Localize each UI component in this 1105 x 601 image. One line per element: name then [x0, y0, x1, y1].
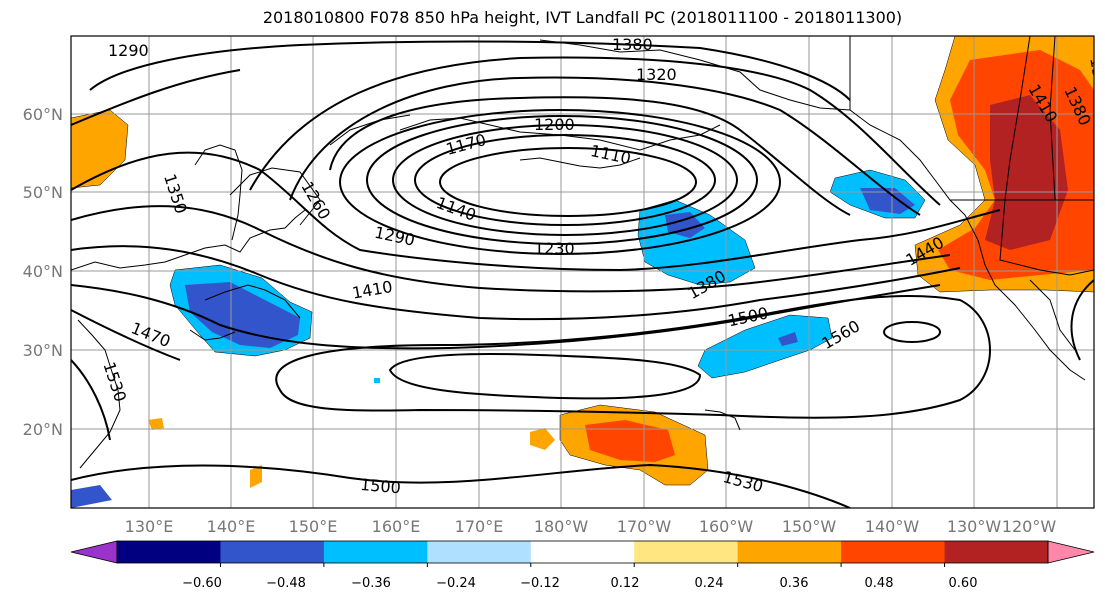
contour-label: 1290: [108, 41, 149, 60]
colorbar-tick-label: −0.36: [351, 576, 391, 591]
colorbar-tick-label: −0.48: [266, 576, 306, 591]
lon-label: 150°W: [782, 517, 837, 536]
lon-label: 130°E: [125, 517, 174, 536]
colorbar-frame: [116, 540, 1049, 564]
ivt-positive-shading: [71, 36, 1094, 488]
colorbar-segment: [117, 541, 221, 563]
map-area: 1290 1380 1320 1350 1200 1170 1110 1260 …: [71, 35, 1105, 508]
colorbar-tick-label: 0.24: [695, 576, 724, 591]
lon-label: 140°E: [207, 517, 256, 536]
lat-label: 30°N: [23, 341, 63, 360]
map-frame: [70, 35, 1095, 509]
colorbar-tick-label: 0.60: [949, 576, 978, 591]
colorbar: [70, 540, 1095, 567]
latitude-labels: 60°N 50°N 40°N 30°N 20°N: [23, 105, 63, 439]
colorbar-segment: [944, 541, 1049, 563]
lon-label: 150°E: [289, 517, 338, 536]
colorbar-tick-label: 0.36: [780, 576, 809, 591]
lat-label: 20°N: [23, 420, 63, 439]
colorbar-segment: [530, 541, 635, 563]
colorbar-tick-label: −0.60: [182, 576, 222, 591]
contour-label: 1320: [636, 65, 677, 84]
colorbar-segment: [427, 541, 532, 563]
colorbar-tick-label: −0.12: [520, 576, 560, 591]
lon-label: 170°W: [617, 517, 672, 536]
lon-label: 160°W: [699, 517, 754, 536]
lon-label: 170°E: [455, 517, 504, 536]
longitude-labels: 130°E 140°E 150°E 160°E 170°E 180°W 170°…: [125, 517, 1057, 536]
lat-label: 50°N: [23, 183, 63, 202]
lon-label: 140°W: [865, 517, 920, 536]
gridlines: [71, 36, 1094, 508]
lat-label: 60°N: [23, 105, 63, 124]
colorbar-tick-label: 0.48: [865, 576, 894, 591]
colorbar-tick-label: −0.24: [436, 576, 476, 591]
lon-label: 120°W: [1002, 517, 1057, 536]
contour-label: 1500: [359, 475, 401, 497]
contour-label: 1350: [1086, 56, 1105, 99]
contour-label: 1380: [612, 35, 653, 54]
colorbar-segment: [634, 541, 739, 563]
colorbar-segment: [737, 541, 842, 563]
lon-label: 130°W: [947, 517, 1002, 536]
contour-label: 1230: [534, 239, 575, 258]
contour-label: 1200: [534, 115, 575, 134]
map-title: 2018010800 F078 850 hPa height, IVT Land…: [262, 8, 903, 27]
lon-label: 160°E: [372, 517, 421, 536]
colorbar-tick-label: 0.12: [611, 576, 640, 591]
height-contours: [71, 40, 1094, 508]
lat-label: 40°N: [23, 262, 63, 281]
lon-label: 180°W: [534, 517, 589, 536]
colorbar-ticks: −0.60 −0.48 −0.36 −0.24 −0.12 0.12 0.24 …: [182, 576, 977, 591]
colorbar-extend-min: [70, 540, 118, 564]
colorbar-extend-max: [1047, 540, 1095, 564]
colorbar-segment: [323, 541, 428, 563]
colorbar-segment: [220, 541, 325, 563]
colorbar-segment: [841, 541, 946, 563]
